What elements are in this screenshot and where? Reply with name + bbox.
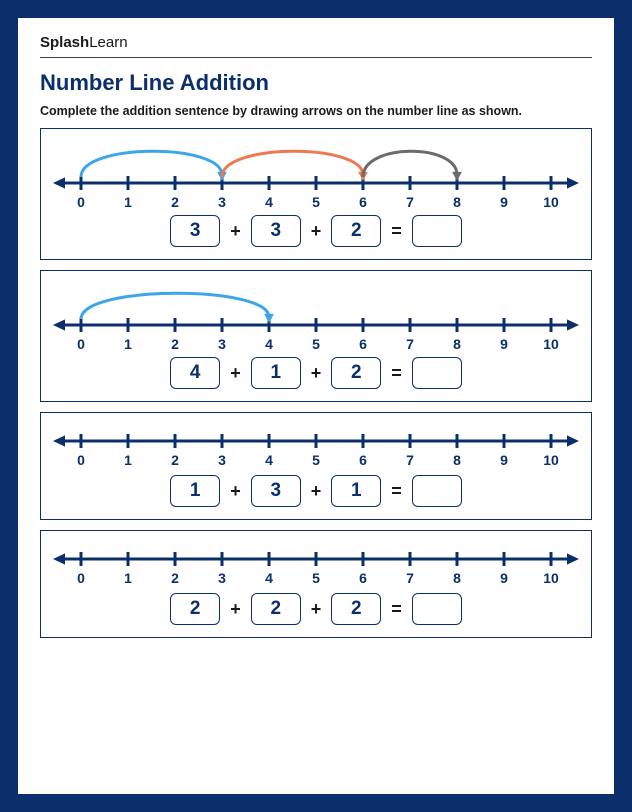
svg-text:4: 4 [265, 452, 273, 468]
problem-panel: 0123456789104+1+2= [40, 270, 592, 402]
plus-sign: + [311, 363, 322, 384]
page-title: Number Line Addition [40, 70, 592, 96]
svg-text:2: 2 [171, 336, 179, 352]
svg-text:0: 0 [77, 452, 85, 468]
equals-sign: = [391, 221, 402, 242]
answer-box[interactable] [412, 357, 462, 389]
equation-row: 4 +1 +2 = [53, 357, 579, 389]
svg-text:10: 10 [543, 452, 559, 468]
svg-text:8: 8 [453, 570, 461, 586]
operand-box: 2 [170, 593, 220, 625]
operand-box: 3 [251, 475, 301, 507]
svg-text:5: 5 [312, 570, 320, 586]
svg-text:3: 3 [218, 452, 226, 468]
svg-text:10: 10 [543, 336, 559, 352]
operand-box: 4 [170, 357, 220, 389]
svg-text:8: 8 [453, 194, 461, 210]
svg-text:10: 10 [543, 570, 559, 586]
number-line: 0 1 2 3 4 5 6 7 8 9 10 [53, 281, 579, 353]
svg-text:4: 4 [265, 570, 273, 586]
svg-text:7: 7 [406, 452, 414, 468]
number-line: 0 1 2 3 4 5 6 7 8 9 10 [53, 139, 579, 211]
svg-text:8: 8 [453, 452, 461, 468]
svg-text:7: 7 [406, 336, 414, 352]
equals-sign: = [391, 481, 402, 502]
svg-text:9: 9 [500, 336, 508, 352]
answer-box[interactable] [412, 593, 462, 625]
operand-box: 1 [170, 475, 220, 507]
svg-text:7: 7 [406, 570, 414, 586]
operand-box: 1 [331, 475, 381, 507]
svg-text:1: 1 [124, 570, 132, 586]
svg-text:5: 5 [312, 194, 320, 210]
svg-text:8: 8 [453, 336, 461, 352]
svg-text:1: 1 [124, 336, 132, 352]
operand-box: 2 [331, 357, 381, 389]
problems-container: 0123456789103+3+2=0123456789104+1+2=0123… [40, 128, 592, 638]
problem-panel: 0 1 2 3 4 5 6 7 8 9 10 2 +2 +2 = [40, 530, 592, 638]
plus-sign: + [230, 363, 241, 384]
plus-sign: + [311, 599, 322, 620]
number-line: 0 1 2 3 4 5 6 7 8 9 10 [53, 541, 579, 589]
plus-sign: + [230, 599, 241, 620]
equals-sign: = [391, 599, 402, 620]
operand-box: 2 [251, 593, 301, 625]
number-line: 0 1 2 3 4 5 6 7 8 9 10 [53, 423, 579, 471]
svg-text:9: 9 [500, 452, 508, 468]
svg-text:6: 6 [359, 336, 367, 352]
svg-text:5: 5 [312, 452, 320, 468]
equation-row: 2 +2 +2 = [53, 593, 579, 625]
svg-text:1: 1 [124, 194, 132, 210]
worksheet-sheet: SplashLearn Number Line Addition Complet… [18, 18, 614, 794]
operand-box: 2 [331, 593, 381, 625]
plus-sign: + [311, 481, 322, 502]
equals-sign: = [391, 363, 402, 384]
svg-text:10: 10 [543, 194, 559, 210]
operand-box: 2 [331, 215, 381, 247]
equation-row: 1 +3 +1 = [53, 475, 579, 507]
svg-text:2: 2 [171, 570, 179, 586]
svg-text:5: 5 [312, 336, 320, 352]
svg-text:0: 0 [77, 570, 85, 586]
equation-row: 3 +3 +2 = [53, 215, 579, 247]
svg-text:6: 6 [359, 452, 367, 468]
problem-panel: 0123456789101+3+1= [40, 412, 592, 520]
svg-text:4: 4 [265, 336, 273, 352]
operand-box: 3 [170, 215, 220, 247]
svg-text:3: 3 [218, 570, 226, 586]
problem-panel: 0123456789103+3+2= [40, 128, 592, 260]
svg-text:3: 3 [218, 336, 226, 352]
instructions: Complete the addition sentence by drawin… [40, 104, 592, 118]
svg-text:9: 9 [500, 194, 508, 210]
svg-text:2: 2 [171, 194, 179, 210]
svg-text:0: 0 [77, 194, 85, 210]
svg-text:9: 9 [500, 570, 508, 586]
plus-sign: + [311, 221, 322, 242]
answer-box[interactable] [412, 475, 462, 507]
svg-text:3: 3 [218, 194, 226, 210]
answer-box[interactable] [412, 215, 462, 247]
brand-header: SplashLearn [40, 34, 592, 58]
operand-box: 1 [251, 357, 301, 389]
svg-text:1: 1 [124, 452, 132, 468]
svg-text:4: 4 [265, 194, 273, 210]
svg-text:6: 6 [359, 570, 367, 586]
svg-text:0: 0 [77, 336, 85, 352]
svg-text:6: 6 [359, 194, 367, 210]
operand-box: 3 [251, 215, 301, 247]
svg-text:2: 2 [171, 452, 179, 468]
brand-bold: Splash [40, 34, 89, 51]
brand-light: Learn [89, 34, 127, 51]
plus-sign: + [230, 481, 241, 502]
plus-sign: + [230, 221, 241, 242]
svg-text:7: 7 [406, 194, 414, 210]
